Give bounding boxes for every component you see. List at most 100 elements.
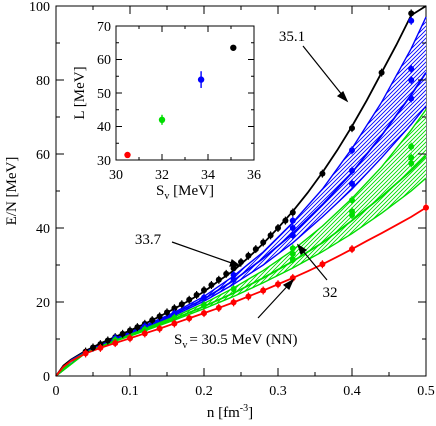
- inset-point: [158, 116, 166, 124]
- inset-y-tick-label: 40: [97, 120, 111, 135]
- data-point: [252, 246, 259, 253]
- inset-points: [124, 44, 237, 159]
- data-point: [201, 287, 207, 294]
- data-point: [378, 69, 385, 76]
- inset-point: [197, 76, 205, 83]
- y-tick-label: 100: [29, 0, 50, 15]
- main-x-tick-labels: 0 0.1 0.2 0.3 0.4 0.5: [53, 384, 435, 399]
- data-point: [408, 143, 415, 150]
- main-axis-ticks: [55, 5, 427, 377]
- data-point: [134, 324, 141, 331]
- data-point: [97, 344, 104, 351]
- arrow-351-line: [302, 45, 348, 102]
- label-nn: Sv = 30.5 MeV (NN): [174, 332, 298, 351]
- data-point: [408, 17, 415, 24]
- data-point: [230, 265, 237, 272]
- inset-y-tick-label: 30: [97, 154, 111, 169]
- data-point: [238, 259, 244, 266]
- arrow-nn-head: [282, 278, 295, 290]
- data-point: [171, 305, 178, 312]
- data-point: [349, 147, 355, 154]
- y-tick-label: 60: [36, 148, 50, 163]
- inset-y-tick-labels: 30 40 50 60 70: [97, 20, 111, 169]
- arrow-351-head: [336, 91, 349, 103]
- data-point: [260, 239, 267, 246]
- data-point: [156, 325, 163, 332]
- data-point: [408, 160, 415, 167]
- arrow-32-head: [296, 243, 308, 256]
- data-point: [275, 281, 281, 288]
- inset-x-tick-label: 30: [109, 168, 123, 183]
- data-point: [127, 327, 133, 334]
- data-point: [260, 287, 267, 294]
- y-tick-label: 80: [36, 74, 50, 89]
- x-tick-label: 0.3: [269, 384, 287, 399]
- x-tick-label: 0.2: [195, 384, 213, 399]
- inset-point: [230, 44, 237, 51]
- data-point: [127, 335, 133, 342]
- data-point: [141, 330, 148, 337]
- x-tick-label: 0.4: [343, 384, 361, 399]
- inset-x-axis-title: Sv [MeV]: [156, 183, 214, 202]
- y-tick-label: 0: [43, 370, 50, 385]
- x-tick-label: 0.5: [417, 384, 435, 399]
- data-point: [349, 197, 355, 204]
- inset-background: [73, 16, 261, 169]
- data-point: [223, 270, 230, 277]
- label-351: 35.1: [279, 29, 305, 45]
- data-point: [245, 293, 252, 300]
- data-point: [119, 330, 126, 337]
- data-point: [349, 246, 355, 253]
- label-337: 33.7: [135, 232, 162, 248]
- inset-y-tick-label: 70: [97, 20, 111, 35]
- data-point: [289, 217, 296, 224]
- data-point: [289, 245, 296, 252]
- data-point: [349, 212, 355, 219]
- inset-y-tick-label: 50: [97, 87, 111, 102]
- data-point: [208, 281, 215, 288]
- data-point: [186, 296, 193, 303]
- data-point: [408, 65, 415, 72]
- data-point: [171, 320, 178, 327]
- data-point: [230, 286, 237, 293]
- inset-axis-ticks: [115, 25, 255, 161]
- data-point: [230, 271, 237, 278]
- data-point: [104, 337, 111, 344]
- inset-x-tick-label: 32: [155, 168, 169, 183]
- inset-point: [124, 151, 131, 159]
- data-point: [201, 294, 207, 301]
- data-point: [349, 167, 355, 174]
- main-y-axis-title: E/N [MeV]: [4, 157, 20, 226]
- data-point: [289, 225, 296, 231]
- data-point: [186, 315, 193, 322]
- data-point: [201, 310, 207, 317]
- data-point: [408, 154, 415, 161]
- y-tick-label: 20: [36, 296, 50, 311]
- data-point: [408, 77, 415, 83]
- y-tick-label: 40: [36, 222, 50, 237]
- series-markers: [82, 9, 429, 358]
- data-point: [156, 313, 163, 320]
- data-point: [112, 340, 119, 347]
- data-point: [215, 276, 222, 283]
- inset-x-tick-label: 34: [201, 168, 215, 183]
- data-point: [171, 314, 178, 321]
- data-point: [423, 204, 429, 211]
- main-x-axis-title: n [fm-3]: [207, 403, 253, 421]
- data-point: [267, 232, 274, 239]
- data-point: [215, 304, 222, 311]
- x-tick-label: 0.1: [121, 384, 139, 399]
- data-point: [319, 261, 326, 268]
- data-point: [149, 317, 156, 324]
- data-point: [282, 217, 289, 224]
- x-tick-label: 0: [53, 384, 60, 399]
- inset-y-tick-label: 60: [97, 53, 111, 68]
- data-point: [289, 250, 296, 257]
- data-point: [82, 350, 89, 357]
- data-point: [90, 344, 96, 351]
- data-point: [408, 10, 415, 17]
- data-point: [319, 170, 326, 177]
- inset-x-tick-label: 36: [247, 168, 261, 183]
- data-point: [289, 232, 296, 239]
